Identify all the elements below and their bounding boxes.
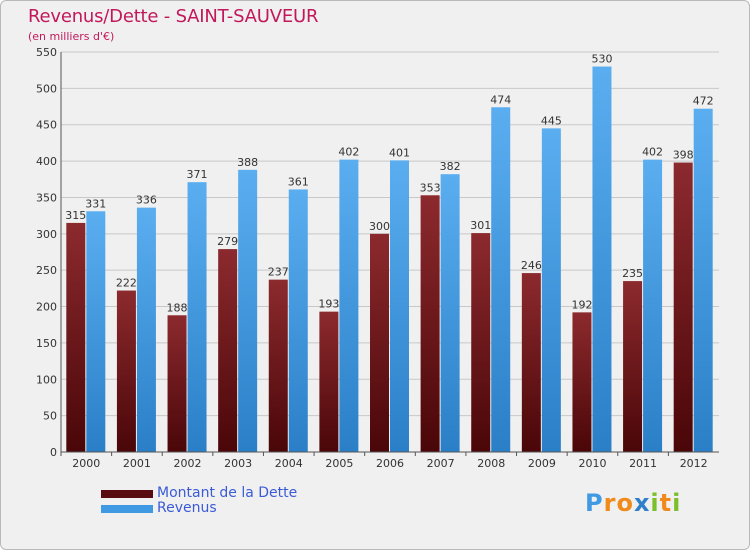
value-label-dette: 398	[673, 149, 694, 162]
bar-dette	[572, 312, 592, 452]
legend-swatch-dette	[101, 490, 153, 498]
bar-dette	[66, 222, 86, 452]
x-tick-label: 2005	[325, 457, 353, 470]
x-tick-label: 2008	[477, 457, 505, 470]
x-tick-label: 2004	[275, 457, 303, 470]
bar-dette	[116, 290, 136, 452]
x-tick-label: 2006	[376, 457, 404, 470]
bar-dette	[471, 233, 491, 452]
value-label-revenus: 472	[693, 95, 714, 108]
logo-letter: x	[633, 489, 651, 517]
value-label-revenus: 382	[440, 160, 461, 173]
x-tick-label: 2002	[174, 457, 202, 470]
value-label-dette: 188	[167, 301, 188, 314]
x-tick-label: 2003	[224, 457, 252, 470]
y-tick-label: 350	[36, 191, 57, 204]
logo-letter: P	[585, 489, 604, 517]
bar-revenus	[592, 66, 612, 452]
value-label-revenus: 336	[136, 194, 157, 207]
y-tick-label: 300	[36, 228, 57, 241]
value-label-revenus: 371	[187, 168, 208, 181]
logo-letter: r	[603, 489, 617, 517]
y-tick-label: 400	[36, 155, 57, 168]
bar-revenus	[288, 189, 308, 453]
value-label-dette: 192	[571, 298, 592, 311]
logo-letter: i	[650, 489, 660, 517]
value-label-revenus: 474	[490, 93, 511, 106]
proxiti-logo: Proxiti	[585, 489, 681, 517]
value-label-revenus: 401	[389, 146, 410, 159]
chart-subtitle: (en milliers d'€)	[28, 30, 115, 43]
y-tick-label: 450	[36, 119, 57, 132]
value-label-dette: 237	[268, 266, 289, 279]
bar-revenus	[491, 107, 511, 452]
bar-revenus	[187, 182, 207, 452]
x-tick-label: 2011	[629, 457, 657, 470]
bar-dette	[623, 281, 643, 452]
y-tick-label: 0	[50, 446, 57, 459]
value-label-dette: 353	[420, 181, 441, 194]
logo-letter: o	[616, 489, 634, 517]
bar-revenus	[643, 159, 663, 453]
value-label-revenus: 530	[591, 53, 612, 66]
y-tick-label: 200	[36, 301, 57, 314]
bar-dette	[420, 195, 440, 453]
x-tick-label: 2009	[528, 457, 556, 470]
y-tick-label: 50	[43, 410, 57, 423]
x-tick-label: 2001	[123, 457, 151, 470]
y-tick-label: 100	[36, 373, 57, 386]
legend-swatch-revenus	[101, 505, 153, 513]
bar-dette	[370, 233, 389, 452]
logo-letter: t	[659, 489, 673, 517]
x-tick-label: 2007	[427, 457, 455, 470]
bar-revenus	[86, 211, 106, 452]
bar-revenus	[390, 160, 409, 452]
value-label-dette: 235	[622, 267, 643, 280]
legend-label-revenus: Revenus	[157, 500, 217, 516]
bar-revenus	[339, 159, 359, 453]
value-label-revenus: 445	[541, 114, 562, 127]
value-label-revenus: 402	[642, 146, 663, 159]
bar-dette	[319, 311, 339, 452]
y-tick-label: 550	[36, 46, 57, 59]
value-label-revenus: 361	[288, 175, 309, 188]
y-tick-label: 150	[36, 337, 57, 350]
bar-revenus	[541, 128, 561, 452]
value-label-dette: 222	[116, 277, 137, 290]
value-label-revenus: 388	[237, 156, 258, 169]
bar-dette	[218, 249, 238, 452]
value-label-dette: 300	[369, 220, 390, 233]
value-label-dette: 246	[521, 259, 542, 272]
logo-letter: i	[672, 489, 682, 517]
value-label-dette: 193	[318, 298, 339, 311]
x-tick-label: 2012	[680, 457, 708, 470]
value-label-dette: 279	[217, 235, 238, 248]
bar-dette	[268, 279, 288, 452]
value-label-revenus: 331	[85, 197, 106, 210]
legend-label-dette: Montant de la Dette	[157, 485, 298, 501]
x-tick-label: 2000	[72, 457, 100, 470]
y-tick-label: 500	[36, 82, 57, 95]
chart-title: Revenus/Dette - SAINT-SAUVEUR	[28, 6, 319, 27]
bar-revenus	[136, 207, 156, 452]
value-label-dette: 315	[65, 209, 86, 222]
bar-revenus	[440, 174, 460, 452]
value-label-dette: 301	[470, 219, 491, 232]
x-tick-label: 2010	[578, 457, 606, 470]
y-tick-label: 250	[36, 264, 57, 277]
value-label-revenus: 402	[338, 146, 359, 159]
bar-dette	[673, 162, 693, 452]
bar-revenus	[693, 108, 713, 453]
bar-dette	[167, 315, 187, 452]
bar-dette	[521, 273, 541, 452]
bar-revenus	[238, 169, 258, 452]
